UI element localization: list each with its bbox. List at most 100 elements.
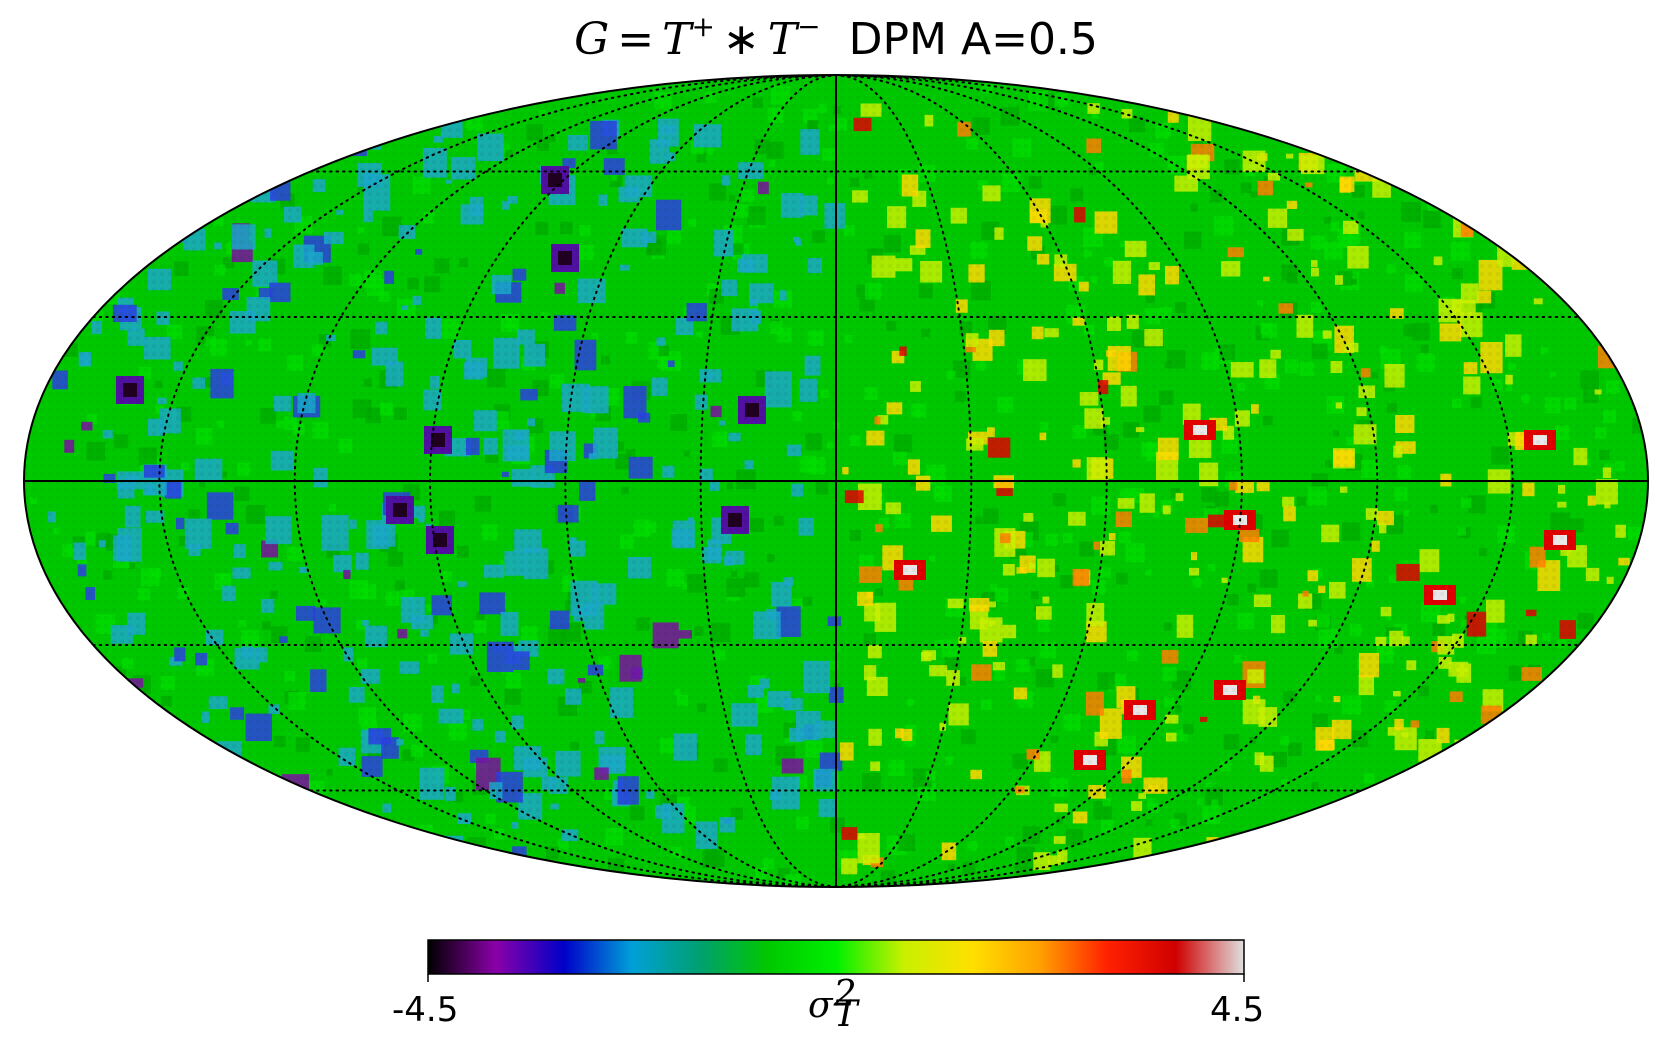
anomaly-pixel: [1529, 766, 1549, 784]
anomaly-pixel: [232, 106, 245, 118]
anomaly-pixel: [1549, 797, 1567, 815]
anomaly-pixel: [77, 639, 87, 650]
anomaly-pixel: [1623, 249, 1633, 260]
anomaly-pixel: [1575, 100, 1593, 117]
anomaly-pixel: [1331, 140, 1341, 150]
anomaly-pixel: [183, 82, 194, 93]
anomaly-pixel: [148, 159, 161, 168]
anomaly-pixel: [93, 669, 111, 681]
anomaly-pixel: [1626, 733, 1648, 751]
anomaly-pixel: [405, 840, 429, 868]
anomaly-pixel: [232, 121, 239, 128]
anomaly-pixel: [190, 752, 201, 762]
anomaly-pixel: [143, 755, 168, 773]
anomaly-pixel: [126, 171, 149, 193]
anomaly-pixel: [1304, 828, 1313, 837]
anomaly-pixel: [128, 201, 137, 211]
anomaly-pixel: [1604, 218, 1616, 231]
anomaly-pixel: [266, 116, 285, 132]
anomaly-pixel: [244, 817, 266, 847]
anomaly-pixel: [184, 172, 197, 186]
anomaly-pixel: [1563, 176, 1574, 186]
anomaly-pixel: [152, 81, 168, 96]
anomaly-pixel: [122, 797, 144, 816]
anomaly-pixel: [1525, 165, 1541, 177]
anomaly-pixel: [1273, 836, 1287, 850]
anomaly-pixel: [1522, 802, 1530, 810]
anomaly-pixel: [1500, 806, 1512, 818]
anomaly-pixel: [310, 103, 322, 115]
anomaly-pixel: [1479, 126, 1503, 145]
anomaly-pixel: [114, 695, 131, 712]
anomaly-pixel: [1556, 731, 1564, 739]
anomaly-pixel: [1372, 96, 1392, 116]
anomaly-pixel: [344, 839, 354, 849]
anomaly-pixel: [1377, 145, 1395, 167]
anomaly-pixel: [1576, 701, 1593, 716]
anomaly-pixel: [258, 831, 266, 838]
anomaly-pixel: [266, 823, 280, 834]
anomaly-pixel: [62, 837, 89, 870]
anomaly-pixel: [1498, 835, 1520, 850]
anomaly-pixel: [1239, 834, 1249, 848]
anomaly-pixel: [1517, 831, 1528, 842]
anomaly-pixel: [1577, 802, 1594, 820]
anomaly-pixel: [370, 845, 378, 853]
anomaly-pixel: [1563, 110, 1572, 119]
anomaly-pixel: [249, 849, 277, 887]
anomaly-pixel: [117, 136, 126, 146]
anomaly-pixel: [35, 755, 48, 768]
anomaly-pixel: [227, 791, 245, 809]
anomaly-pixel: [141, 760, 160, 779]
anomaly-pixel: [1282, 81, 1302, 102]
anomaly-pixel: [165, 157, 178, 170]
anomaly-pixel: [1631, 244, 1647, 260]
colorbar-min-label: -4.5: [392, 990, 459, 1030]
anomaly-pixel: [1352, 128, 1361, 135]
anomaly-pixel: [186, 832, 201, 847]
anomaly-pixel: [185, 189, 209, 208]
anomaly-pixel: [1514, 247, 1524, 257]
anomaly-pixel: [1417, 811, 1432, 826]
anomaly-pixel: [32, 185, 44, 198]
anomaly-pixel: [1482, 130, 1500, 148]
anomaly-pixel: [112, 706, 122, 716]
anomaly-pixel: [1422, 151, 1444, 175]
anomaly-pixel: [1505, 720, 1521, 735]
anomaly-pixel: [341, 127, 358, 143]
anomaly-pixel: [1608, 170, 1623, 185]
anomaly-pixel: [137, 100, 150, 112]
anomaly-pixel: [171, 804, 195, 836]
anomaly-pixel: [1487, 165, 1506, 187]
anomaly-pixel: [149, 204, 170, 218]
anomaly-pixel: [1534, 780, 1543, 791]
anomaly-pixel: [1269, 103, 1280, 111]
anomaly-pixel: [1524, 874, 1539, 887]
anomaly-pixel: [235, 142, 256, 163]
anomaly-pixel: [160, 216, 187, 243]
anomaly-pixel: [182, 198, 203, 223]
anomaly-pixel: [1573, 121, 1584, 131]
anomaly-pixel: [41, 340, 61, 355]
anomaly-pixel: [1513, 790, 1530, 809]
anomaly-pixel: [53, 740, 72, 759]
anomaly-pixel: [61, 848, 83, 872]
anomaly-pixel: [88, 238, 107, 253]
anomaly-pixel: [1337, 88, 1357, 107]
anomaly-pixel: [451, 103, 466, 118]
anomaly-pixel: [1445, 119, 1465, 139]
anomaly-pixel: [119, 683, 131, 695]
anomaly-pixel: [1492, 832, 1503, 843]
anomaly-pixel: [231, 799, 255, 817]
anomaly-pixel: [43, 656, 64, 670]
anomaly-pixel: [161, 753, 172, 765]
anomaly-pixel: [278, 812, 290, 820]
anomaly-pixel: [122, 252, 136, 270]
anomaly-pixel: [1610, 786, 1625, 800]
anomaly-pixel: [1472, 809, 1482, 819]
colorbar-max-label: 4.5: [1210, 990, 1265, 1030]
anomaly-pixel: [279, 122, 293, 136]
anomaly-pixel: [387, 92, 395, 100]
anomaly-pixel: [1488, 818, 1503, 838]
